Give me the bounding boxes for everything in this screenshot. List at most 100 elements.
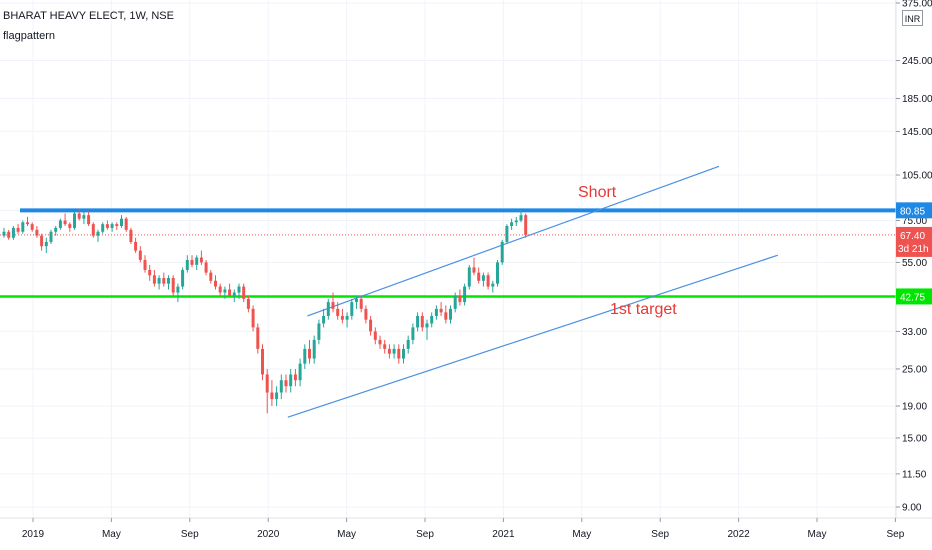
- candle-body: [289, 374, 293, 387]
- candle-body: [463, 286, 467, 303]
- candle-body: [279, 380, 283, 393]
- candle-body: [129, 229, 133, 242]
- candle-body: [246, 298, 250, 309]
- indicator-label[interactable]: flagpattern: [3, 30, 55, 42]
- currency-badge[interactable]: INR: [902, 10, 923, 26]
- annotation-text: 1st target: [610, 301, 677, 318]
- candle-body: [467, 267, 471, 287]
- candle-body: [11, 227, 15, 238]
- candle-body: [242, 286, 246, 299]
- candle-body: [510, 222, 514, 227]
- candle-body: [26, 222, 29, 225]
- annotation-text: Short: [578, 184, 617, 201]
- time-tick-label: Sep: [887, 529, 905, 540]
- candle-body: [214, 280, 217, 287]
- countdown-label: 3d 21h: [898, 244, 929, 255]
- candle-body: [209, 272, 213, 281]
- candle-body: [336, 308, 340, 316]
- time-tick-label: 2022: [727, 529, 750, 540]
- candle-body: [157, 278, 161, 284]
- candle-body: [383, 344, 387, 349]
- candle-body: [176, 286, 180, 293]
- candle-body: [2, 231, 6, 236]
- price-tick-label: 25.00: [902, 364, 927, 375]
- candle-body: [472, 267, 476, 273]
- candle-body: [486, 275, 490, 287]
- time-tick-label: Sep: [651, 529, 669, 540]
- time-tick-label: May: [572, 529, 591, 540]
- trend-channel[interactable]: [287, 165, 778, 418]
- candle-body: [185, 259, 189, 270]
- price-tick-label: 105.00: [902, 171, 932, 182]
- candle-body: [16, 227, 20, 232]
- candle-body: [251, 308, 255, 328]
- candle-body: [143, 259, 147, 270]
- candle-body: [265, 374, 269, 393]
- price-tick-label: 75.00: [902, 216, 927, 227]
- candle-body: [303, 348, 307, 364]
- candle-body: [392, 348, 396, 354]
- time-axis[interactable]: 2019 May Sep 2020 May Sep 2021 May Sep 2022 May Sep: [22, 518, 905, 540]
- candle-body: [77, 213, 81, 219]
- candle-body: [270, 392, 274, 400]
- candle-body: [355, 298, 358, 303]
- candle-body: [7, 231, 11, 238]
- candle-body: [124, 218, 128, 230]
- candle-body: [411, 327, 415, 340]
- candle-body: [496, 262, 499, 284]
- candle-body: [364, 308, 368, 320]
- candle-body: [430, 315, 434, 324]
- horizontal-levels[interactable]: [0, 208, 896, 298]
- candle-body: [120, 218, 123, 227]
- annotations-group[interactable]: Short 1st target: [578, 184, 677, 318]
- candle-body: [152, 275, 156, 284]
- symbol-title[interactable]: BHARAT HEAVY ELECT, 1W, NSE: [3, 10, 174, 22]
- candle-body: [162, 278, 166, 284]
- candle-body: [73, 213, 76, 228]
- candle-body: [101, 224, 105, 232]
- candle-body: [402, 348, 405, 359]
- candle-body: [275, 392, 279, 400]
- candle-body: [425, 323, 429, 328]
- candle-body: [449, 308, 452, 320]
- candle-body: [35, 229, 39, 236]
- time-axis-bg[interactable]: [0, 518, 932, 550]
- candle-body: [195, 257, 199, 265]
- candle-body: [68, 224, 72, 228]
- candle-body: [256, 327, 260, 349]
- candle-body: [397, 348, 401, 359]
- candle-body: [331, 302, 335, 309]
- time-tick-label: May: [102, 529, 121, 540]
- price-axis-bg[interactable]: [896, 0, 932, 518]
- price-axis[interactable]: 9.00 11.50 15.00 19.00 25.00 33.00 55.00 75.00 1…: [896, 0, 932, 514]
- candle-body: [345, 315, 349, 320]
- candle-body: [54, 227, 58, 232]
- candles-group: [2, 208, 528, 414]
- candle-body: [308, 348, 311, 359]
- candle-body: [416, 315, 420, 328]
- candle-body: [40, 235, 44, 247]
- candle-body: [110, 224, 114, 228]
- level-badge: [896, 288, 932, 305]
- candle-body: [312, 339, 316, 359]
- candle-body: [58, 220, 62, 228]
- candle-body: [322, 315, 326, 324]
- candle-body: [91, 224, 95, 236]
- candle-body: [387, 348, 391, 354]
- price-tick-label: 55.00: [902, 258, 927, 269]
- candle-body: [167, 278, 170, 284]
- candle-body: [232, 292, 236, 296]
- last-price-label: 67.40: [900, 231, 925, 242]
- candle-body: [369, 319, 373, 332]
- candle-body: [284, 380, 288, 387]
- candle-body: [519, 215, 523, 221]
- candle-body: [293, 374, 297, 381]
- candle-body: [350, 302, 354, 316]
- level-badge: [896, 202, 932, 219]
- candle-body: [44, 241, 48, 247]
- time-tick-label: 2019: [22, 529, 45, 540]
- candle-body: [199, 257, 203, 263]
- candle-body: [317, 323, 321, 340]
- candle-body: [420, 315, 424, 328]
